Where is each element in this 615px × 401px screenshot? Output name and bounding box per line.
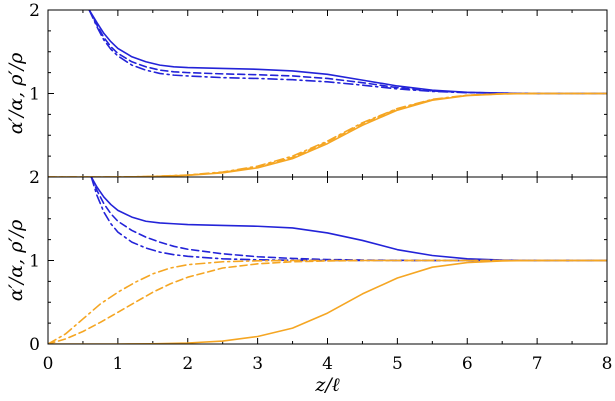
rho-dashdot-line [48, 92, 607, 177]
x-tick-label: 0 [43, 354, 54, 374]
alpha-dashdot-line [90, 177, 607, 262]
bottom-panel: 0 1 2 0 1 2 3 4 5 6 7 8 α′/α, ρ′/ρ z/ℓ [5, 168, 612, 396]
y-axis-label: α′/α, ρ′/ρ [5, 52, 27, 134]
x-tick-label: 1 [112, 354, 123, 374]
x-axis-label: z/ℓ [314, 374, 339, 396]
alpha-solid-line [90, 177, 607, 262]
x-tick-label: 4 [322, 354, 333, 374]
x-tick-label: 8 [602, 354, 613, 374]
y-tick-label: 2 [29, 1, 40, 21]
alpha-dashed-line [88, 10, 607, 95]
x-tick-label: 2 [182, 354, 193, 374]
x-tick-label: 6 [462, 354, 473, 374]
rho-dashed-line [48, 92, 607, 177]
top-panel: 1 2 α′/α, ρ′/ρ [5, 1, 608, 178]
alpha-dashdot-line [88, 10, 607, 95]
rho-solid-line [48, 92, 607, 177]
rho-dashed-line [48, 259, 607, 344]
rho-solid-line [48, 259, 607, 344]
alpha-dashed-line [90, 177, 607, 262]
series-group [48, 177, 607, 344]
y-tick-label: 0 [29, 335, 40, 355]
y-tick-label: 1 [29, 252, 40, 272]
x-tick-label: 5 [392, 354, 403, 374]
y-axis-label: α′/α, ρ′/ρ [5, 219, 27, 301]
y-tick-label: 2 [29, 168, 40, 188]
x-tick-label: 3 [252, 354, 263, 374]
plot-frame [47, 176, 608, 345]
y-tick-label: 1 [29, 85, 40, 105]
x-tick-label: 7 [532, 354, 543, 374]
rho-dashdot-line [48, 259, 607, 344]
series-group [48, 10, 607, 177]
